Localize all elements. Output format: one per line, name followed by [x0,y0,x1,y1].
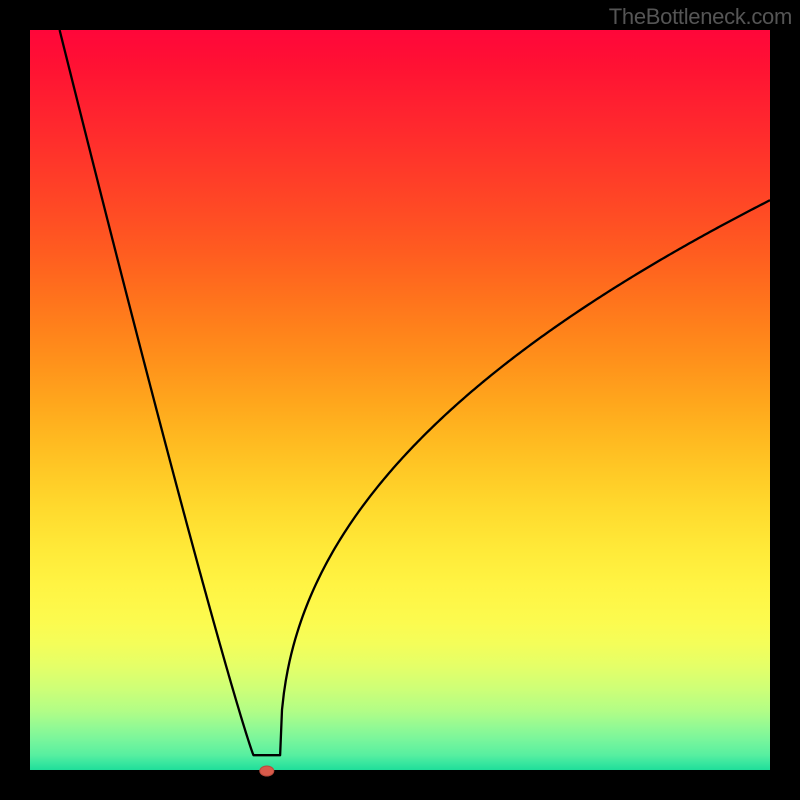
vertex-marker [260,766,274,776]
bottleneck-chart [0,0,800,800]
watermark-text: TheBottleneck.com [609,4,792,30]
chart-gradient-area [30,30,770,770]
